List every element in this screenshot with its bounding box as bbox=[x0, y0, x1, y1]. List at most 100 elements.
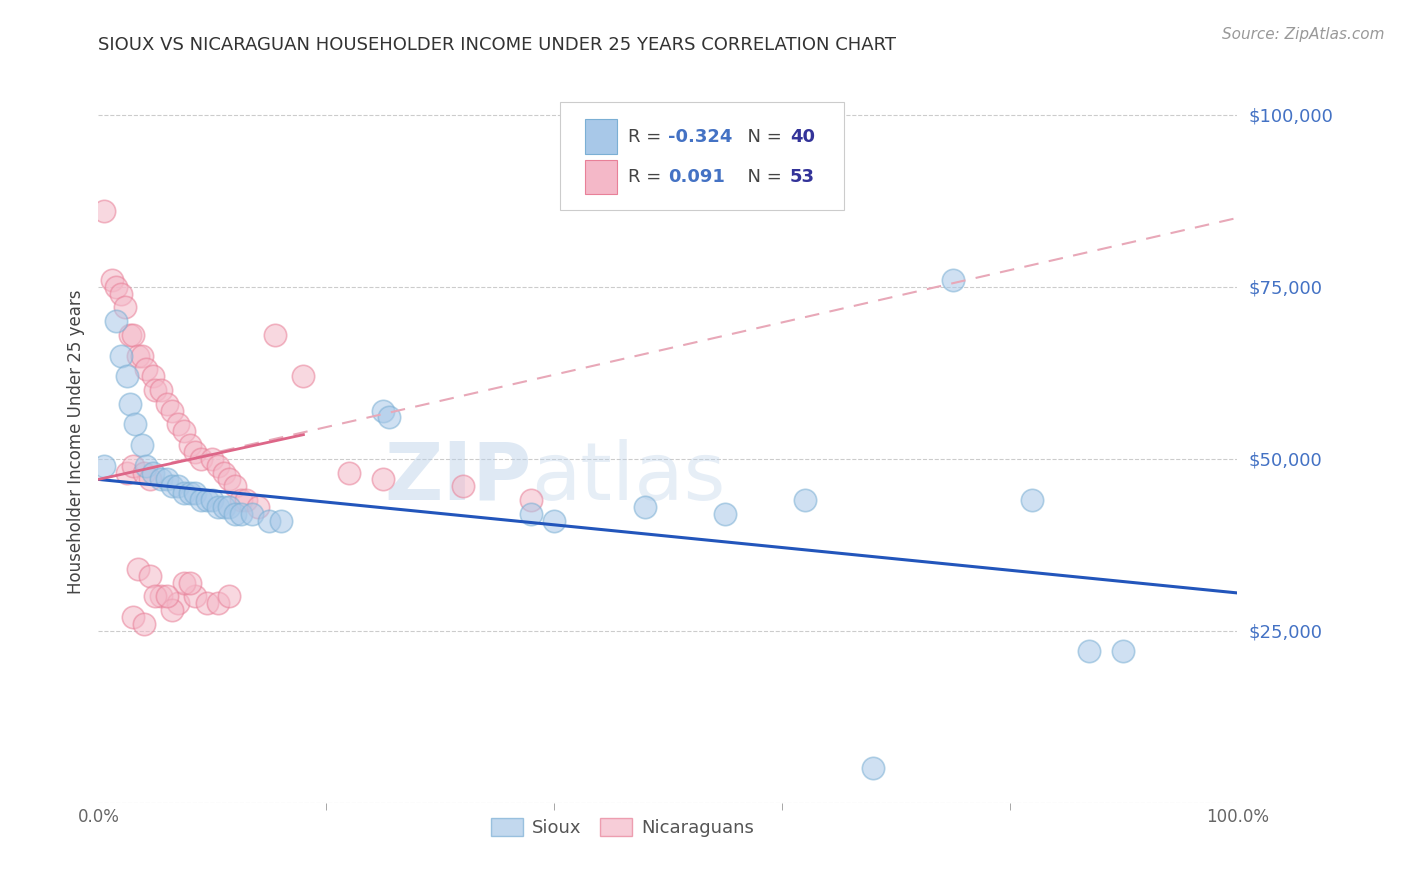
Text: N =: N = bbox=[737, 128, 787, 145]
Point bbox=[1112, 644, 1135, 658]
Point bbox=[235, 493, 257, 508]
Point bbox=[195, 596, 218, 610]
Point bbox=[207, 500, 229, 514]
Point bbox=[115, 369, 138, 384]
Point bbox=[942, 273, 965, 287]
Point bbox=[218, 590, 240, 604]
Text: -0.324: -0.324 bbox=[668, 128, 733, 145]
Point bbox=[179, 486, 201, 500]
Point bbox=[179, 575, 201, 590]
Point bbox=[145, 590, 167, 604]
Point bbox=[337, 466, 360, 480]
Point bbox=[184, 590, 207, 604]
Point bbox=[195, 493, 218, 508]
Text: N =: N = bbox=[737, 168, 787, 186]
Point bbox=[156, 397, 179, 411]
Point bbox=[543, 514, 565, 528]
Point bbox=[142, 466, 165, 480]
Point bbox=[793, 493, 815, 508]
Point bbox=[142, 369, 165, 384]
Point bbox=[121, 327, 143, 342]
Point bbox=[93, 458, 115, 473]
Text: atlas: atlas bbox=[531, 439, 725, 516]
Point bbox=[246, 500, 269, 514]
Point bbox=[264, 327, 287, 342]
Point bbox=[212, 466, 235, 480]
FancyBboxPatch shape bbox=[585, 160, 617, 194]
Point bbox=[190, 493, 212, 508]
Point bbox=[207, 458, 229, 473]
Point bbox=[115, 466, 138, 480]
Point bbox=[201, 493, 224, 508]
Text: R =: R = bbox=[628, 168, 666, 186]
Text: ZIP: ZIP bbox=[384, 439, 531, 516]
Point bbox=[162, 479, 184, 493]
Point bbox=[162, 603, 184, 617]
Text: 40: 40 bbox=[790, 128, 814, 145]
Point bbox=[150, 383, 173, 397]
Point bbox=[190, 451, 212, 466]
Point bbox=[132, 466, 155, 480]
Text: Source: ZipAtlas.com: Source: ZipAtlas.com bbox=[1222, 27, 1385, 42]
Point bbox=[862, 761, 884, 775]
Point bbox=[156, 472, 179, 486]
Point bbox=[184, 445, 207, 459]
Point bbox=[93, 204, 115, 219]
Point bbox=[156, 590, 179, 604]
Point bbox=[371, 472, 394, 486]
Y-axis label: Householder Income Under 25 years: Householder Income Under 25 years bbox=[66, 289, 84, 594]
Point bbox=[184, 486, 207, 500]
Point bbox=[120, 327, 142, 342]
Point bbox=[229, 493, 252, 508]
Point bbox=[150, 472, 173, 486]
Text: R =: R = bbox=[628, 128, 666, 145]
Point bbox=[150, 590, 173, 604]
Point bbox=[162, 403, 184, 417]
Point bbox=[124, 417, 146, 432]
Point bbox=[135, 362, 157, 376]
Point bbox=[520, 493, 543, 508]
Point bbox=[270, 514, 292, 528]
Text: SIOUX VS NICARAGUAN HOUSEHOLDER INCOME UNDER 25 YEARS CORRELATION CHART: SIOUX VS NICARAGUAN HOUSEHOLDER INCOME U… bbox=[98, 36, 897, 54]
Point bbox=[173, 424, 195, 438]
Point bbox=[104, 314, 127, 328]
Point bbox=[114, 301, 136, 315]
Point bbox=[131, 438, 153, 452]
Point bbox=[101, 273, 124, 287]
Point bbox=[259, 514, 281, 528]
Point bbox=[145, 383, 167, 397]
Point bbox=[135, 458, 157, 473]
Point bbox=[121, 458, 143, 473]
Point bbox=[173, 575, 195, 590]
Point bbox=[218, 500, 240, 514]
Point bbox=[218, 472, 240, 486]
Point bbox=[138, 568, 160, 582]
Point bbox=[371, 403, 394, 417]
Point bbox=[127, 349, 149, 363]
Point bbox=[1021, 493, 1043, 508]
Point bbox=[179, 438, 201, 452]
Point bbox=[212, 500, 235, 514]
Legend: Sioux, Nicaraguans: Sioux, Nicaraguans bbox=[484, 811, 761, 845]
Point bbox=[714, 507, 737, 521]
Text: 53: 53 bbox=[790, 168, 814, 186]
Point bbox=[173, 486, 195, 500]
Point bbox=[292, 369, 315, 384]
Point bbox=[207, 596, 229, 610]
Point bbox=[110, 286, 132, 301]
Point bbox=[132, 616, 155, 631]
Point bbox=[520, 507, 543, 521]
Point bbox=[104, 279, 127, 293]
Point bbox=[201, 451, 224, 466]
Text: 0.091: 0.091 bbox=[668, 168, 724, 186]
FancyBboxPatch shape bbox=[585, 120, 617, 154]
Point bbox=[167, 479, 190, 493]
Point bbox=[110, 349, 132, 363]
Point bbox=[138, 472, 160, 486]
Point bbox=[240, 507, 263, 521]
Point bbox=[131, 349, 153, 363]
Point bbox=[167, 417, 190, 432]
Point bbox=[167, 596, 190, 610]
Point bbox=[451, 479, 474, 493]
Point bbox=[120, 397, 142, 411]
